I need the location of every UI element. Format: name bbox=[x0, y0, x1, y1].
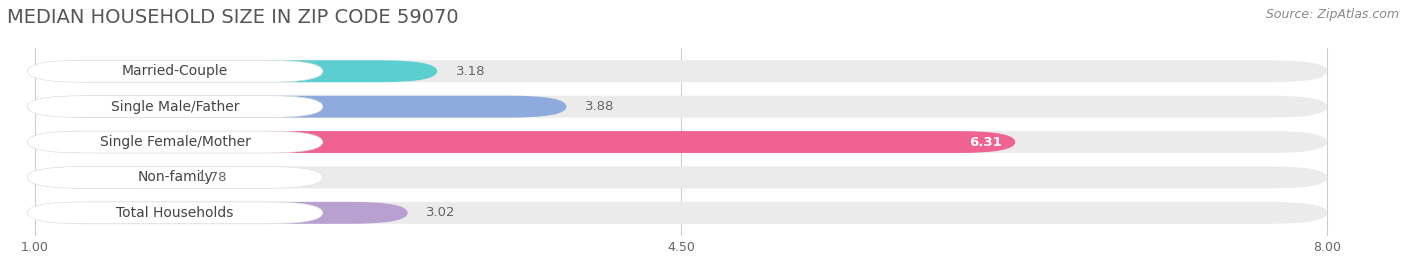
FancyBboxPatch shape bbox=[27, 202, 323, 224]
FancyBboxPatch shape bbox=[35, 96, 567, 118]
FancyBboxPatch shape bbox=[27, 60, 323, 82]
FancyBboxPatch shape bbox=[35, 202, 1327, 224]
FancyBboxPatch shape bbox=[27, 166, 323, 188]
Text: 6.31: 6.31 bbox=[970, 136, 1002, 148]
Text: Total Households: Total Households bbox=[117, 206, 233, 220]
Text: Non-family: Non-family bbox=[138, 170, 212, 184]
Text: 3.18: 3.18 bbox=[456, 65, 485, 78]
Text: 3.02: 3.02 bbox=[426, 206, 456, 219]
FancyBboxPatch shape bbox=[35, 166, 179, 188]
Text: Married-Couple: Married-Couple bbox=[122, 64, 228, 78]
FancyBboxPatch shape bbox=[35, 131, 1327, 153]
Text: Single Male/Father: Single Male/Father bbox=[111, 100, 239, 114]
FancyBboxPatch shape bbox=[35, 131, 1015, 153]
Text: Single Female/Mother: Single Female/Mother bbox=[100, 135, 250, 149]
Text: 1.78: 1.78 bbox=[197, 171, 226, 184]
Text: Source: ZipAtlas.com: Source: ZipAtlas.com bbox=[1265, 8, 1399, 21]
FancyBboxPatch shape bbox=[35, 166, 1327, 188]
FancyBboxPatch shape bbox=[27, 96, 323, 118]
FancyBboxPatch shape bbox=[35, 96, 1327, 118]
FancyBboxPatch shape bbox=[35, 60, 1327, 82]
FancyBboxPatch shape bbox=[35, 202, 408, 224]
FancyBboxPatch shape bbox=[27, 131, 323, 153]
Text: 3.88: 3.88 bbox=[585, 100, 614, 113]
FancyBboxPatch shape bbox=[35, 60, 437, 82]
Text: MEDIAN HOUSEHOLD SIZE IN ZIP CODE 59070: MEDIAN HOUSEHOLD SIZE IN ZIP CODE 59070 bbox=[7, 8, 458, 27]
